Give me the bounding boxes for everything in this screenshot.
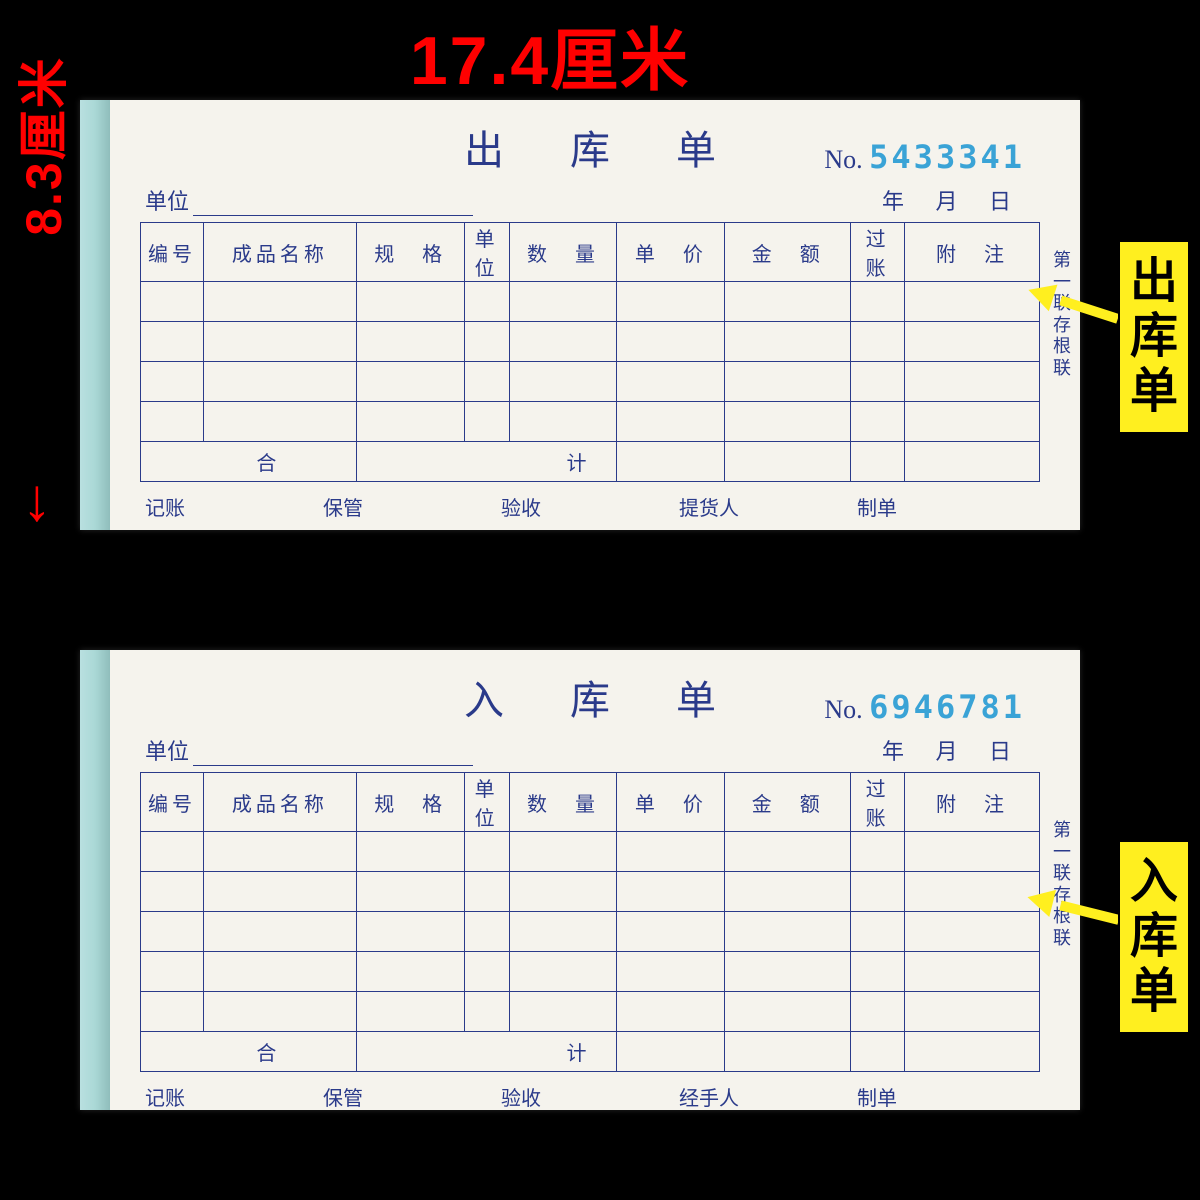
col-qty: 数 量 <box>509 773 617 832</box>
voucher-table: 编号 成品名称 规 格 单位 数 量 单 价 金 额 过账 附 注 合 计 <box>140 772 1040 1072</box>
total-row: 合 计 <box>141 442 1040 482</box>
serial-value: 6946781 <box>869 688 1025 726</box>
col-name: 成品名称 <box>203 773 356 832</box>
footer-item: 验收 <box>501 1082 679 1111</box>
total-ji: 计 <box>356 442 617 482</box>
day-label: 日 <box>989 189 1011 214</box>
header-row: 编号 成品名称 规 格 单位 数 量 单 价 金 额 过账 附 注 <box>141 773 1040 832</box>
col-no: 编号 <box>141 773 204 832</box>
serial-number: No. 6946781 <box>824 688 1025 726</box>
table-row <box>141 322 1040 362</box>
no-label: No. <box>824 145 862 174</box>
col-unit: 单位 <box>464 223 509 282</box>
table-row <box>141 832 1040 872</box>
total-ji: 计 <box>356 1032 617 1072</box>
table-row <box>141 282 1040 322</box>
callout-out: 出 库 单 <box>1118 240 1190 434</box>
col-note: 附 注 <box>905 223 1040 282</box>
col-unit: 单位 <box>464 773 509 832</box>
callout-in: 入 库 单 <box>1118 840 1190 1034</box>
voucher-table: 编号 成品名称 规 格 单位 数 量 单 价 金 额 过账 附 注 合 计 <box>140 222 1040 482</box>
in-voucher: 第一联 存根联 入 库 单 No. 6946781 单位 年 月 日 编号 成品… <box>80 650 1080 1110</box>
footer-item: 制单 <box>857 1082 1035 1111</box>
arrow-down-icon: ↓ <box>22 470 52 530</box>
callout-in-char2: 库 <box>1124 909 1184 964</box>
out-voucher: 第一联 存根联 出 库 单 No. 5433341 单位 年 月 日 编号 成品… <box>80 100 1080 530</box>
col-note: 附 注 <box>905 773 1040 832</box>
total-he: 合 <box>141 1032 357 1072</box>
year-label: 年 <box>882 189 904 214</box>
footer-row: 记账 保管 验收 提货人 制单 <box>145 492 1035 521</box>
footer-item: 制单 <box>857 492 1035 521</box>
binding-edge <box>80 650 110 1110</box>
date-field: 年 月 日 <box>880 184 1035 216</box>
footer-item: 记账 <box>145 492 323 521</box>
table-row <box>141 872 1040 912</box>
unit-field: 单位 <box>145 184 473 216</box>
header-row: 编号 成品名称 规 格 单位 数 量 单 价 金 额 过账 附 注 <box>141 223 1040 282</box>
footer-item: 保管 <box>323 492 501 521</box>
width-dimension-label: 17.4厘米 <box>0 5 1100 104</box>
footer-item: 验收 <box>501 492 679 521</box>
col-post: 过账 <box>851 773 905 832</box>
table-row <box>141 912 1040 952</box>
month-label: 月 <box>935 189 957 214</box>
arrow-up-icon: ↑ <box>22 100 52 160</box>
unit-label: 单位 <box>145 184 189 216</box>
copy-side-note: 第一联 存根联 <box>1052 820 1074 950</box>
total-he: 合 <box>141 442 357 482</box>
year-label: 年 <box>882 739 904 764</box>
footer-item: 经手人 <box>679 1082 857 1111</box>
footer-item: 保管 <box>323 1082 501 1111</box>
table-row <box>141 362 1040 402</box>
callout-out-char3: 单 <box>1124 364 1184 419</box>
callout-in-char3: 单 <box>1124 964 1184 1019</box>
col-amount: 金 额 <box>725 223 851 282</box>
col-price: 单 价 <box>617 773 725 832</box>
footer-item: 记账 <box>145 1082 323 1111</box>
height-dimension-label: 8.3厘米 <box>4 0 76 336</box>
col-name: 成品名称 <box>203 223 356 282</box>
serial-number: No. 5433341 <box>824 138 1025 176</box>
table-row <box>141 992 1040 1032</box>
col-spec: 规 格 <box>356 773 464 832</box>
col-price: 单 价 <box>617 223 725 282</box>
col-post: 过账 <box>851 223 905 282</box>
day-label: 日 <box>989 739 1011 764</box>
col-no: 编号 <box>141 223 204 282</box>
month-label: 月 <box>935 739 957 764</box>
unit-underline <box>193 196 473 216</box>
total-row: 合 计 <box>141 1032 1040 1072</box>
unit-label: 单位 <box>145 734 189 766</box>
col-qty: 数 量 <box>509 223 617 282</box>
footer-row: 记账 保管 验收 经手人 制单 <box>145 1082 1035 1111</box>
footer-item: 提货人 <box>679 492 857 521</box>
callout-out-char2: 库 <box>1124 309 1184 364</box>
table-row <box>141 402 1040 442</box>
callout-out-char1: 出 <box>1124 254 1184 309</box>
no-label: No. <box>824 695 862 724</box>
col-spec: 规 格 <box>356 223 464 282</box>
table-row <box>141 952 1040 992</box>
unit-underline <box>193 746 473 766</box>
callout-in-char1: 入 <box>1124 854 1184 909</box>
date-field: 年 月 日 <box>880 734 1035 766</box>
copy-side-note: 第一联 存根联 <box>1052 250 1074 380</box>
col-amount: 金 额 <box>725 773 851 832</box>
unit-field: 单位 <box>145 734 473 766</box>
binding-edge <box>80 100 110 530</box>
serial-value: 5433341 <box>869 138 1025 176</box>
